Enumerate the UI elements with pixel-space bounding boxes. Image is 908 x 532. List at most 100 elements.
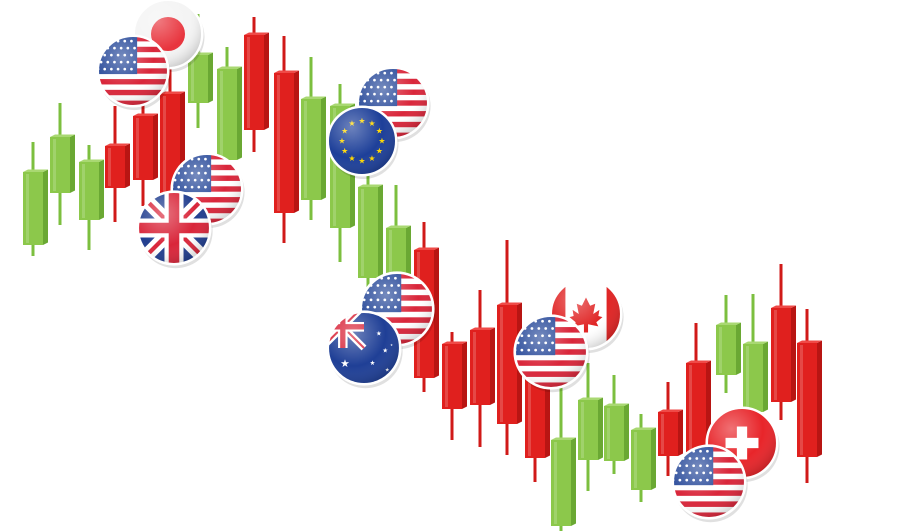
australia-flag-icon: ★★★★★★: [326, 310, 403, 389]
candle-body: [743, 344, 763, 412]
eu-flag-icon: ★★★★★★★★★★★★: [326, 105, 399, 179]
candle-top: [604, 403, 629, 406]
candle-side: [237, 66, 242, 160]
candle-body: [604, 406, 624, 461]
candle-side: [70, 134, 75, 193]
bullish-candle: [604, 375, 629, 474]
candle-top: [358, 184, 383, 187]
bearish-candle: [658, 382, 683, 476]
candle-body: [631, 430, 651, 490]
bullish-candle: [23, 142, 48, 256]
candle-body: [301, 99, 321, 200]
candle-top: [386, 225, 411, 228]
candle-top: [160, 91, 185, 94]
candle-top: [217, 66, 242, 69]
bullish-candle: [217, 47, 242, 180]
candle-top: [79, 159, 104, 162]
candle-top: [301, 96, 326, 99]
candle-side: [624, 403, 629, 461]
candle-top: [686, 360, 711, 363]
bearish-candle: [133, 96, 158, 206]
candle-body: [274, 73, 294, 213]
bearish-candle: [470, 290, 495, 447]
candle-top: [551, 437, 576, 440]
bullish-candle: [743, 294, 768, 432]
candle-body: [133, 116, 153, 180]
candle-side: [736, 322, 741, 375]
candle-body: [160, 94, 180, 196]
candle-side: [462, 341, 467, 409]
bullish-candle: [358, 164, 383, 300]
candle-side: [545, 376, 550, 458]
bearish-candle: [105, 106, 130, 222]
candle-top: [442, 341, 467, 344]
currency-flags: ★★★★★★★★★★★★★★★★★★: [96, 0, 780, 523]
candle-side: [125, 143, 130, 188]
bullish-candle: [79, 145, 104, 250]
candle-top: [578, 397, 603, 400]
candle-top: [631, 427, 656, 430]
candle-body: [244, 35, 264, 130]
candle-body: [797, 343, 817, 457]
bullish-candle: [578, 363, 603, 491]
candle-body: [105, 146, 125, 188]
bearish-candle: [244, 17, 269, 152]
candle-body: [771, 308, 791, 402]
bearish-candle: [442, 332, 467, 440]
candle-side: [294, 70, 299, 213]
bearish-candle: [525, 348, 550, 482]
candle-body: [358, 187, 378, 278]
candle-side: [153, 113, 158, 180]
candle-top: [716, 322, 741, 325]
candle-body: [686, 363, 706, 452]
candle-body: [50, 137, 70, 193]
candle-top: [105, 143, 130, 146]
candle-top: [133, 113, 158, 116]
candle-top: [497, 302, 522, 305]
candle-side: [763, 341, 768, 412]
candle-body: [525, 379, 545, 458]
candle-side: [571, 437, 576, 526]
candle-side: [378, 184, 383, 278]
candle-body: [578, 400, 598, 460]
bullish-candle: [716, 295, 741, 393]
usa-flag-icon: [513, 314, 590, 393]
candle-side: [678, 409, 683, 456]
candle-side: [321, 96, 326, 200]
candle-body: [497, 305, 517, 424]
candle-side: [651, 427, 656, 490]
candle-side: [598, 397, 603, 460]
candle-top: [274, 70, 299, 73]
candle-top: [797, 340, 822, 343]
candle-side: [208, 52, 213, 103]
usa-flag-icon: [671, 444, 748, 523]
candle-top: [50, 134, 75, 137]
candle-top: [414, 247, 439, 250]
candle-body: [188, 55, 208, 103]
bearish-candle: [797, 309, 822, 483]
candle-body: [217, 69, 237, 160]
candle-top: [658, 409, 683, 412]
usa-flag-icon: [170, 152, 245, 229]
usa-flag-icon: [96, 34, 171, 111]
candle-side: [264, 32, 269, 130]
candle-top: [771, 305, 796, 308]
candle-body: [716, 325, 736, 375]
bearish-candle: [771, 264, 796, 420]
candle-body: [658, 412, 678, 456]
candle-body: [79, 162, 99, 220]
candle-body: [470, 330, 490, 405]
candle-body: [442, 344, 462, 409]
candle-top: [743, 341, 768, 344]
candle-side: [817, 340, 822, 457]
bullish-candle: [301, 57, 326, 220]
candle-body: [551, 440, 571, 526]
candle-side: [791, 305, 796, 402]
candle-top: [244, 32, 269, 35]
candle-top: [23, 169, 48, 172]
bullish-candle: [50, 103, 75, 225]
bearish-candle: [274, 36, 299, 243]
bullish-candle: [551, 383, 576, 531]
bullish-candle: [631, 414, 656, 502]
